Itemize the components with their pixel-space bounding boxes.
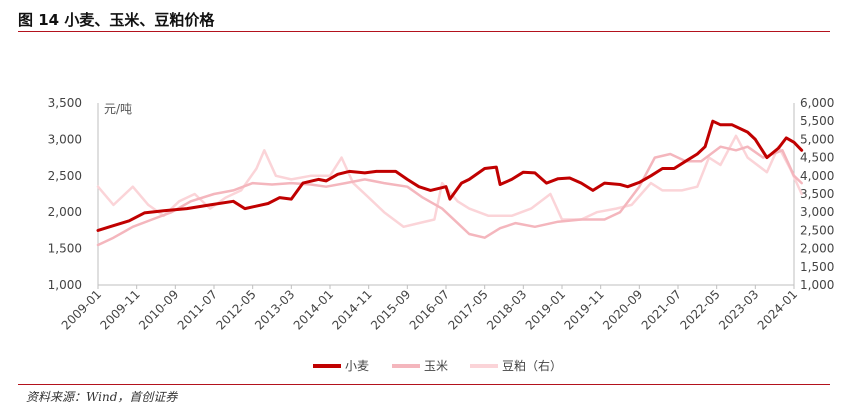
x-tick-label: 2015-09: [368, 287, 413, 332]
x-tick-label: 2012-05: [213, 287, 258, 332]
series-line-1: [96, 145, 803, 247]
legend-label: 玉米: [424, 359, 448, 373]
title-rule: [18, 31, 830, 32]
left-tick-label: 2,500: [48, 169, 82, 183]
right-tick-label: 1,500: [800, 260, 834, 274]
right-tick-label: 3,000: [800, 205, 834, 219]
series-line-0: [96, 119, 804, 232]
x-tick-label: 2016-07: [407, 287, 452, 332]
right-y-axis: 1,000 1,500 2,000 2,500 3,000 3,500 4,000 4,500…: [800, 96, 834, 292]
source-note: 资料来源：Wind，首创证券: [26, 390, 178, 404]
x-tick-label: 2019-01: [523, 287, 568, 332]
x-tick-label: 2009-11: [97, 287, 142, 332]
right-tick-label: 2,000: [800, 242, 834, 256]
x-tick-label: 2024-01: [755, 287, 800, 332]
right-tick-label: 6,000: [800, 96, 834, 110]
right-tick-label: 5,500: [800, 114, 834, 128]
x-tick-label: 2018-03: [484, 287, 529, 332]
chart-frame: [97, 103, 795, 286]
right-tick-label: 1,000: [800, 278, 834, 292]
x-tick-label: 2014-01: [291, 287, 336, 332]
x-tick-label: 2022-05: [677, 287, 722, 332]
x-tick-label: 2023-03: [716, 287, 761, 332]
left-tick-label: 2,000: [48, 205, 82, 219]
x-tick-label: 2011-07: [175, 287, 220, 332]
left-tick-label: 1,000: [48, 278, 82, 292]
right-tick-label: 4,500: [800, 151, 834, 165]
left-tick-label: 3,500: [48, 96, 82, 110]
right-tick-label: 3,500: [800, 187, 834, 201]
x-tick-label: 2013-03: [252, 287, 297, 332]
x-tick-label: 2017-05: [445, 287, 490, 332]
source-rule: [18, 384, 830, 385]
right-tick-label: 5,000: [800, 132, 834, 146]
figure-header: 图 14 小麦、玉米、豆粕价格: [0, 0, 845, 32]
right-tick-label: 4,000: [800, 169, 834, 183]
legend-label: 豆粕（右）: [502, 358, 562, 373]
series-lines: [96, 119, 804, 247]
right-tick-label: 2,500: [800, 223, 834, 237]
x-tick-label: 2021-07: [639, 287, 684, 332]
legend: 小麦 玉米 豆粕（右）: [313, 358, 562, 373]
unit-label: 元/吨: [104, 102, 132, 116]
x-tick-label: 2010-09: [136, 287, 181, 332]
x-tick-label: 2020-09: [600, 287, 645, 332]
figure-title: 图 14 小麦、玉米、豆粕价格: [18, 11, 215, 29]
left-tick-label: 3,000: [48, 132, 82, 146]
x-tick-label: 2014-11: [329, 287, 374, 332]
legend-label: 小麦: [345, 359, 369, 373]
left-y-axis: 1,000 1,500 2,000 2,500 3,000 3,500: [48, 96, 82, 292]
series-line-2: [96, 134, 803, 229]
x-tick-label: 2019-11: [561, 287, 606, 332]
x-tick-label: 2009-01: [59, 287, 104, 332]
left-tick-label: 1,500: [48, 242, 82, 256]
x-axis: 2009-012009-112010-092011-072012-052013-…: [59, 285, 800, 333]
